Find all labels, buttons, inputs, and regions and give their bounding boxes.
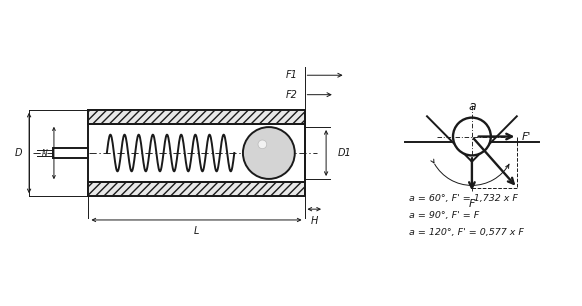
Text: F': F' (521, 132, 531, 142)
Text: a: a (468, 100, 475, 113)
Text: H: H (311, 216, 318, 226)
Circle shape (453, 118, 491, 155)
Bar (88, 110, 304, 196)
Circle shape (258, 140, 267, 149)
Text: N: N (41, 148, 47, 158)
Text: F2: F2 (286, 90, 298, 100)
Text: F1: F1 (286, 70, 298, 80)
Bar (88, 182, 304, 196)
Text: a = 90°, F' = F: a = 90°, F' = F (409, 211, 480, 220)
Bar (88, 182, 304, 196)
Bar (53, 147, 88, 159)
Text: D: D (15, 148, 22, 158)
Text: D1: D1 (338, 148, 352, 158)
Text: a = 120°, F' = 0,577 x F: a = 120°, F' = 0,577 x F (409, 228, 524, 237)
Text: L: L (194, 226, 199, 237)
Text: a = 60°, F' = 1,732 x F: a = 60°, F' = 1,732 x F (409, 194, 518, 203)
Text: F: F (469, 199, 475, 209)
Bar (88, 110, 304, 124)
Circle shape (243, 127, 294, 179)
Bar (88, 110, 304, 124)
